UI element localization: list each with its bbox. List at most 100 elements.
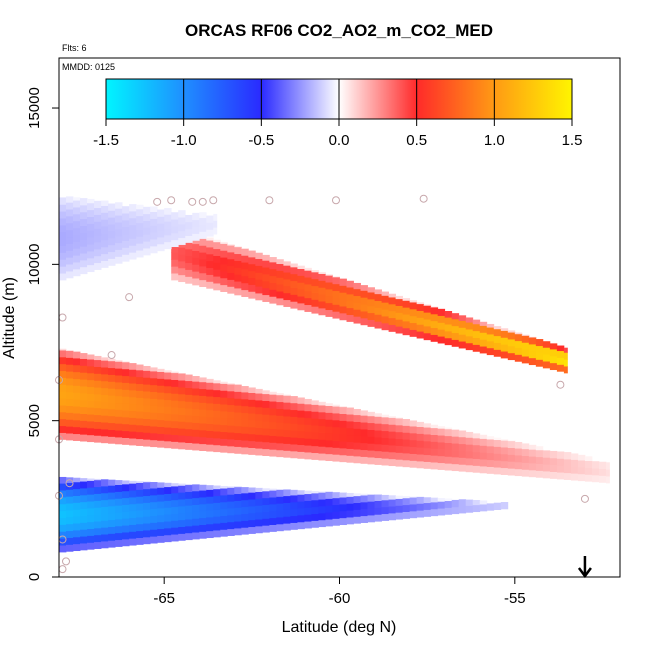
heatmap-cell: [87, 535, 95, 543]
heatmap-cell: [304, 403, 312, 412]
heatmap-cell: [94, 421, 102, 429]
heatmap-cell: [87, 209, 95, 218]
heatmap-cell: [164, 420, 172, 428]
heatmap-cell: [332, 404, 340, 407]
heatmap-cell: [171, 266, 179, 274]
heatmap-cell: [472, 337, 481, 345]
heatmap-cell: [59, 496, 67, 505]
heatmap-cell: [262, 490, 270, 499]
heatmap-cell: [374, 321, 382, 329]
heatmap-cell: [290, 301, 298, 309]
heatmap-cell: [185, 435, 193, 443]
heatmap-cell: [213, 437, 221, 446]
heatmap-cell: [227, 486, 235, 488]
heatmap-cell: [374, 293, 382, 302]
heatmap-cell: [297, 403, 305, 411]
heatmap-cell: [458, 334, 467, 342]
heatmap-cell: [164, 527, 172, 536]
heatmap-cell: [297, 430, 305, 439]
heatmap-cell: [206, 409, 214, 418]
heatmap-cell: [108, 512, 116, 521]
heatmap-cell: [304, 284, 312, 292]
heatmap-cell: [283, 436, 291, 444]
heatmap-cell: [178, 499, 186, 507]
heatmap-cell: [213, 523, 221, 531]
heatmap-cell: [255, 393, 263, 401]
heatmap-cell: [388, 512, 396, 521]
heatmap-cell: [325, 309, 333, 317]
heatmap-cell: [136, 369, 144, 378]
heatmap-cell: [458, 464, 467, 472]
heatmap-cell: [101, 205, 109, 213]
heatmap-cell: [318, 287, 326, 295]
heatmap-cell: [255, 512, 263, 520]
heatmap-cell: [283, 299, 291, 307]
heatmap-cell: [206, 247, 214, 255]
heatmap-cell: [262, 488, 270, 492]
heatmap-cell: [122, 361, 130, 363]
heatmap-cell: [402, 504, 411, 512]
heatmap-cell: [556, 465, 565, 473]
heatmap-cell: [80, 543, 88, 551]
heatmap-cell: [346, 455, 354, 463]
heatmap-cell: [311, 499, 319, 508]
heatmap-cell: [185, 519, 193, 527]
heatmap-cell: [276, 415, 284, 423]
heatmap-cell: [73, 399, 81, 407]
heatmap-cell: [101, 435, 109, 444]
heatmap-cell: [164, 514, 172, 522]
heatmap-cell: [269, 497, 277, 505]
heatmap-cell: [465, 431, 474, 438]
heatmap-cell: [129, 538, 137, 546]
heatmap-cell: [318, 492, 326, 500]
heatmap-cell: [101, 429, 109, 437]
heatmap-cell: [164, 500, 172, 508]
heatmap-cell: [87, 257, 95, 266]
heatmap-cell: [325, 419, 333, 427]
heatmap-cell: [206, 267, 214, 275]
heatmap-cell: [143, 241, 151, 249]
heatmap-cell: [206, 430, 214, 438]
heatmap-cell: [129, 431, 137, 439]
heatmap-cell: [171, 483, 179, 487]
heatmap-cell: [73, 262, 81, 270]
heatmap-cell: [94, 478, 102, 481]
heatmap-cell: [318, 294, 326, 302]
heatmap-cell: [311, 285, 319, 293]
heatmap-cell: [521, 448, 530, 456]
heatmap-cell: [276, 394, 284, 403]
heatmap-cell: [171, 413, 179, 422]
heatmap-cell: [465, 444, 474, 452]
heatmap-cell: [591, 468, 600, 476]
heatmap-cell: [108, 210, 116, 218]
heatmap-cell: [255, 434, 263, 442]
heatmap-cell: [437, 455, 446, 464]
heatmap-cell: [122, 389, 130, 397]
heatmap-cell: [353, 282, 361, 290]
heatmap-cell: [178, 435, 186, 443]
heatmap-cell: [87, 366, 95, 374]
heatmap-cell: [178, 414, 186, 422]
heatmap-cell: [283, 489, 291, 497]
heatmap-cell: [157, 426, 165, 434]
heatmap-cell: [241, 419, 249, 427]
heatmap-cell: [451, 325, 460, 334]
heatmap-cell: [269, 282, 277, 290]
heatmap-cell: [465, 464, 474, 473]
heatmap-cell: [80, 246, 88, 254]
heatmap-cell: [115, 430, 123, 438]
heatmap-cell: [80, 515, 88, 523]
heatmap-cell: [136, 222, 144, 230]
heatmap-cell: [164, 214, 172, 222]
heatmap-cell: [374, 437, 382, 445]
heatmap-cell: [59, 370, 67, 378]
heatmap-cell: [150, 426, 158, 434]
heatmap-cell: [220, 431, 228, 439]
heatmap-cell: [199, 272, 207, 281]
heatmap-cell: [59, 259, 67, 267]
heatmap-cell: [213, 389, 221, 398]
heatmap-cell: [192, 408, 200, 417]
heatmap-cell: [465, 329, 474, 337]
heatmap-cell: [192, 511, 200, 519]
heatmap-cell: [73, 509, 81, 517]
